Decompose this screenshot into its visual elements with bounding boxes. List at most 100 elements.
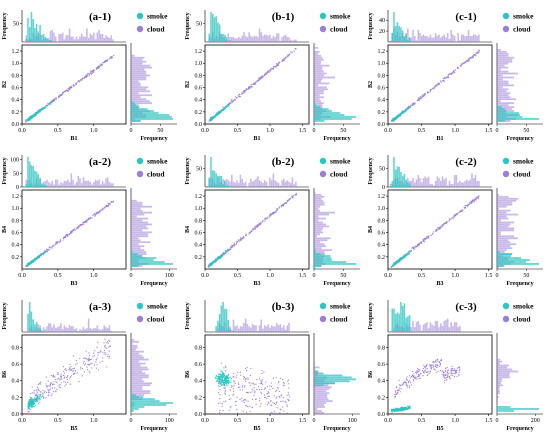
cloud-top-bar [438,178,440,187]
smoke-point [226,380,228,382]
smoke-right-bar [131,265,139,267]
cloud-right-bar [314,364,316,367]
cloud-point [58,241,60,243]
smoke-point [217,378,219,380]
smoke-top-bar [39,25,41,42]
cloud-point [219,409,221,412]
cloud-point [285,401,287,403]
cloud-right-bar [314,394,328,397]
smoke-point [31,400,33,402]
cloud-top-bar [427,176,430,187]
cloud-point [279,377,282,379]
cloud-point [276,407,278,409]
smoke-point [41,253,44,255]
cloud-right-bar [131,223,152,226]
right-tick-label: 0 [130,418,133,424]
smoke-top-bar [407,39,409,42]
cloud-right-bar [314,223,326,226]
cloud-point [69,368,71,370]
smoke-point [404,407,406,409]
cloud-top-bar [460,34,463,42]
smoke-top-bar [394,169,397,187]
cloud-point [468,60,470,62]
cloud-right-bar [131,98,147,101]
cloud-right-bar [131,211,152,214]
cloud-point [46,251,49,253]
cloud-point [50,382,52,384]
smoke-right-bar [131,251,133,254]
cloud-point [421,96,423,98]
cloud-point [435,361,437,363]
cloud-top-bar [420,36,423,42]
cloud-point [273,212,275,214]
cloud-top-bar [281,180,283,187]
cloud-top-bar [472,178,475,187]
cloud-right-bar [497,197,518,200]
smoke-top-bar [229,39,231,42]
cloud-point [394,390,396,392]
cloud-point [455,372,457,374]
smoke-top-bar [218,24,221,42]
cloud-point [230,385,232,387]
smoke-point [27,408,29,410]
cloud-point [268,401,270,403]
cloud-point [234,244,236,246]
cloud-point [244,398,246,400]
smoke-point [391,410,393,412]
cloud-point [259,400,261,402]
cloud-point [259,222,261,225]
x-tick-label: 0.5 [418,418,426,424]
cloud-point [249,391,251,393]
y-tick-label: 0.2 [195,395,203,401]
cloud-point [242,410,244,413]
cloud-top-bar [424,36,426,42]
cloud-right-bar [131,58,143,61]
cloud-top-bar [77,39,80,42]
cloud-point [462,209,464,211]
smoke-point [44,106,46,108]
smoke-top-bar [398,25,400,42]
cloud-point [438,83,441,85]
cloud-point [443,374,445,376]
cloud-right-bar [314,406,326,408]
cloud-point [241,386,243,388]
smoke-point [39,398,41,400]
smoke-top-bar [408,37,411,42]
smoke-top-bar [394,25,397,42]
smoke-point [213,260,215,262]
cloud-right-bar [497,50,507,53]
x-tick-label: 1.0 [266,273,274,279]
smoke-top-bar [213,170,216,187]
smoke-top-bar [229,328,231,332]
cloud-top-bar [446,185,449,187]
cloud-point [432,232,434,234]
cloud-point [57,371,59,374]
top-axis-label: Frequency [2,157,8,184]
cloud-legend-label: cloud [330,170,348,179]
cloud-top-bar [239,174,242,187]
cloud-top-bar [225,178,228,187]
smoke-right-bar [131,400,160,402]
cloud-point [417,374,420,376]
main-plot-frame [204,44,310,125]
right-axis-label: Frequency [140,426,167,432]
cloud-point [81,224,83,226]
cloud-top-bar [112,183,114,187]
cloud-point [279,408,281,410]
cloud-right-bar [314,58,324,61]
y-tick-label: 0.0 [12,412,20,418]
cloud-right-bar [131,100,151,103]
cloud-point [266,216,268,218]
smoke-top-bar [28,161,31,187]
cloud-point [450,372,453,374]
smoke-top-bar [44,38,47,42]
cloud-point [36,390,38,392]
cloud-point [89,217,91,220]
smoke-point [397,115,399,118]
cloud-point [244,385,246,387]
cloud-top-bar [253,35,256,42]
cloud-top-bar [284,181,287,187]
cloud-top-bar [53,324,55,332]
smoke-point [42,108,44,110]
cloud-point [474,197,476,199]
